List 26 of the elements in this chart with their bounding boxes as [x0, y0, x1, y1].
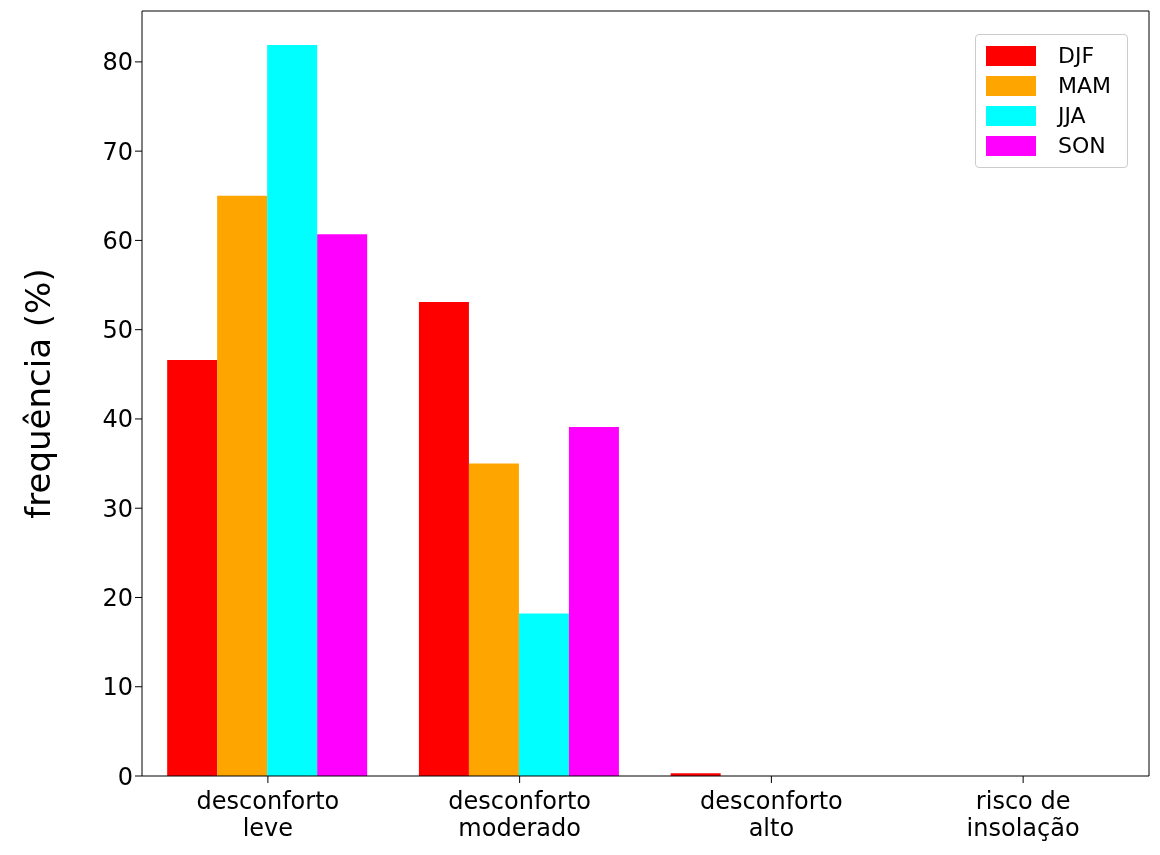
bar: [568, 426, 619, 776]
bar: [468, 463, 519, 776]
legend-label: JJA: [1057, 102, 1086, 130]
legend-label: DJF: [1057, 42, 1095, 70]
y-tick-label: 40: [102, 405, 133, 434]
x-tick-label: risco de insolação: [966, 787, 1080, 842]
bar: [217, 195, 268, 776]
y-tick-label: 70: [102, 137, 133, 166]
bar: [267, 44, 318, 776]
legend-label: MAM: [1057, 72, 1111, 100]
y-tick-label: 50: [102, 316, 133, 345]
y-tick-label: 80: [102, 48, 133, 77]
y-tick-label: 0: [117, 762, 133, 791]
legend-label: SON: [1057, 132, 1106, 160]
y-axis-title: frequência (%): [18, 268, 59, 519]
y-tick-label: 10: [102, 673, 133, 702]
y-tick-label: 60: [102, 226, 133, 255]
x-tick-label: desconforto alto: [700, 787, 843, 842]
x-tick-label: desconforto moderado: [448, 787, 591, 842]
bar: [317, 234, 368, 776]
y-tick-label: 20: [102, 583, 133, 612]
bar: [418, 302, 469, 776]
y-tick-label: 30: [102, 494, 133, 523]
bar: [167, 360, 218, 776]
x-tick-label: desconforto leve: [196, 787, 340, 842]
bar: [518, 613, 569, 776]
